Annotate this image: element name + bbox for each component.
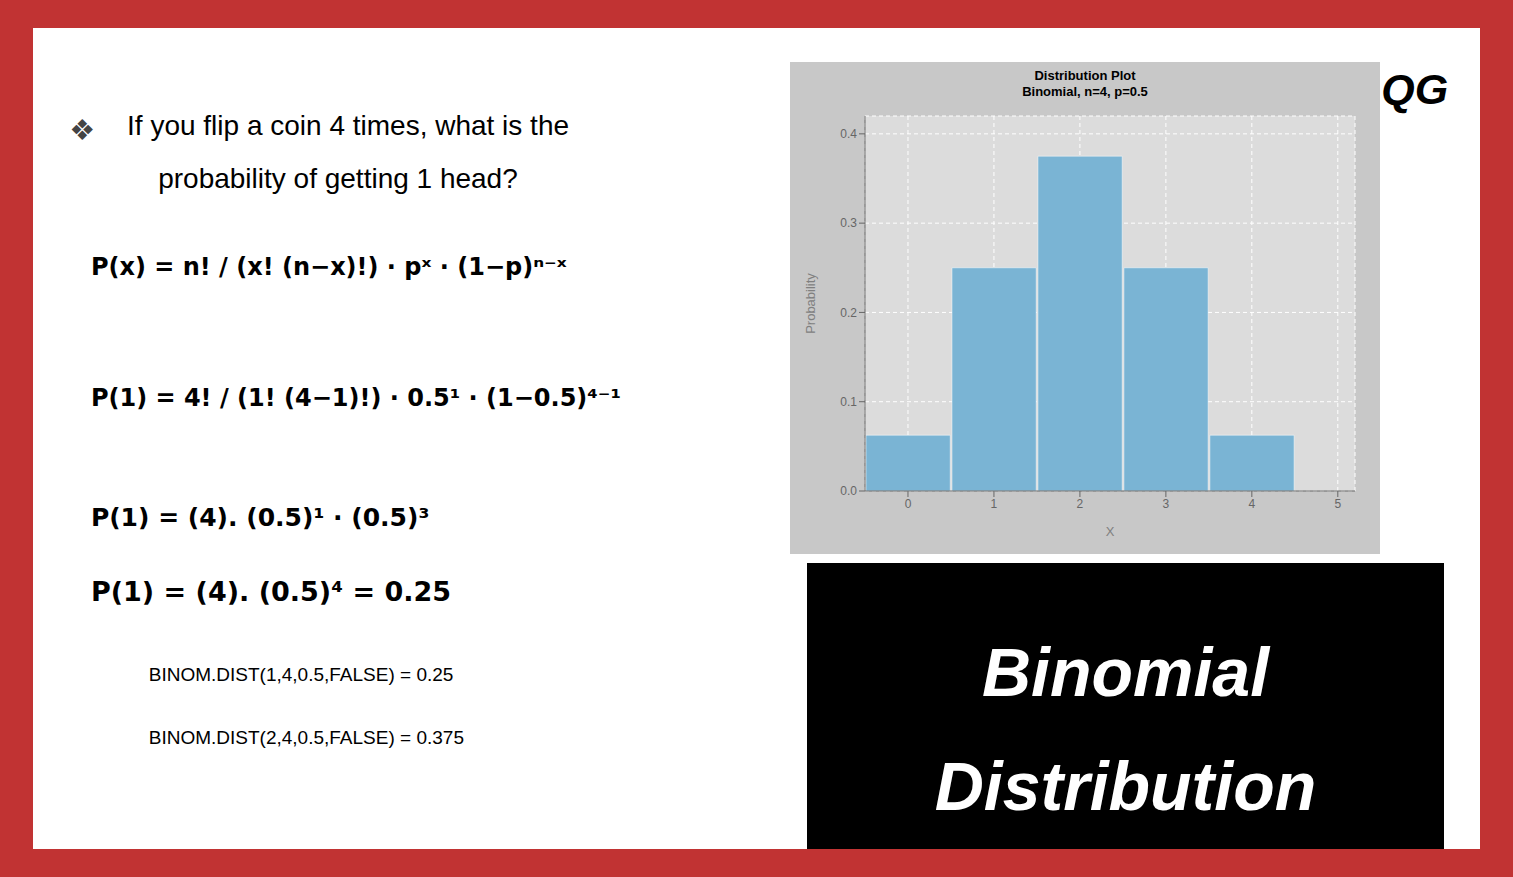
html-text:If you flip a coin 4 times, wh: If you flip a coin 4 times, what is the xyxy=(127,110,569,142)
svg-text:X: X xyxy=(1106,524,1115,539)
html-text:QG: QG xyxy=(1381,64,1449,113)
svg-text:0.1: 0.1 xyxy=(840,395,857,409)
svg-text:0.0: 0.0 xyxy=(840,484,857,498)
svg-text:Probability: Probability xyxy=(803,273,818,334)
svg-text:0.3: 0.3 xyxy=(840,216,857,230)
html-text:probability of getting 1 head?: probability of getting 1 head? xyxy=(127,163,518,195)
svg-text:3: 3 xyxy=(1163,497,1170,511)
svg-text:0: 0 xyxy=(905,497,912,511)
svg-text:0.4: 0.4 xyxy=(840,127,857,141)
html-text:Binomial: Binomial xyxy=(981,633,1269,710)
svg-text:0.2: 0.2 xyxy=(840,306,857,320)
html-text:Distribution: Distribution xyxy=(934,748,1317,825)
html-text:P(1) = 4! / (1! (4−1)!) · 0.5¹: P(1) = 4! / (1! (4−1)!) · 0.5¹ · (1−0.5)… xyxy=(90,384,621,413)
html-text:P(1) = (4). (0.5)⁴ = 0.25: P(1) = (4). (0.5)⁴ = 0.25 xyxy=(90,575,452,607)
svg-text:5: 5 xyxy=(1334,497,1341,511)
html-text:P(x) = n! / (x! (n−x)!) · pˣ ·: P(x) = n! / (x! (n−x)!) · pˣ · (1−p)ⁿ⁻ˣ xyxy=(90,252,567,281)
svg-text:4: 4 xyxy=(1248,497,1255,511)
html-text:Distribution Plot: Distribution Plot xyxy=(1034,68,1136,83)
html-text:BINOM.DIST(2,4,0.5,FALSE) = 0.: BINOM.DIST(2,4,0.5,FALSE) = 0.375 xyxy=(148,727,464,749)
svg-text:1: 1 xyxy=(991,497,998,511)
svg-text:2: 2 xyxy=(1077,497,1084,511)
html-text:P(1) = (4). (0.5)¹ · (0.5)³: P(1) = (4). (0.5)¹ · (0.5)³ xyxy=(90,503,430,533)
html-text:Binomial, n=4, p=0.5: Binomial, n=4, p=0.5 xyxy=(1022,84,1148,100)
html-text:BINOM.DIST(1,4,0.5,FALSE) = 0.: BINOM.DIST(1,4,0.5,FALSE) = 0.25 xyxy=(148,664,454,686)
